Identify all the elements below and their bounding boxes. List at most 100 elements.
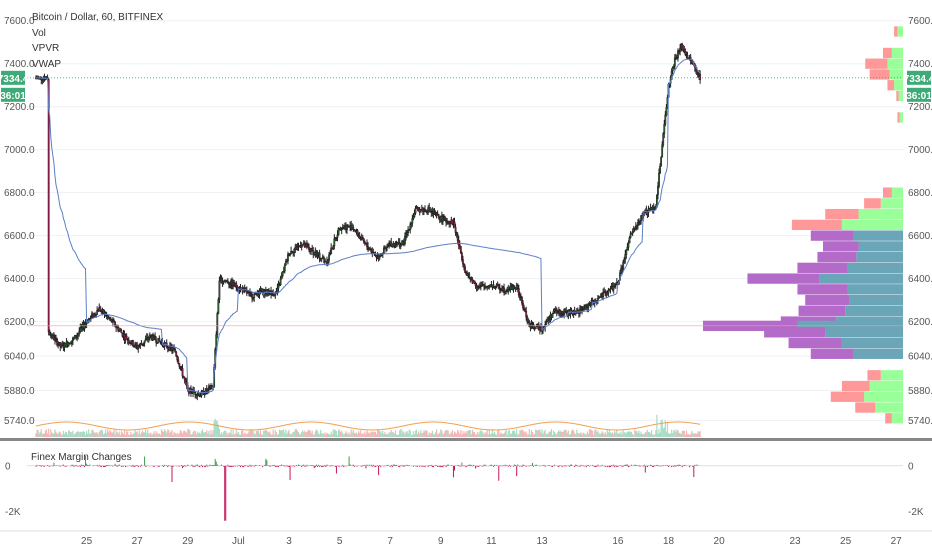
volume-bar [440,429,442,437]
price-tick-left: 5880.0 [4,386,35,397]
volume-bar [77,431,79,437]
price-tick-right: 6200.0 [908,317,932,328]
volume-bar [364,431,366,437]
up-candle [657,185,659,196]
volume-bar [312,434,314,437]
legend-vpvr[interactable]: VPVR [32,43,60,54]
volume-bar [469,429,471,437]
volume-bar [658,428,660,437]
axes: 7600.0 7600.0 7400.0 7400.0 7200.0 7200.0 7000… [0,16,932,547]
legend-vol[interactable]: Vol [32,27,46,39]
volume-bar [605,434,607,437]
volume-bar [622,430,624,437]
volume-bar [641,434,643,437]
volume-bar [438,433,440,437]
volume-bar [539,429,541,437]
volume-bar [44,430,47,437]
up-candle [279,278,282,286]
volume-bar [355,432,358,437]
volume-bar [407,433,409,437]
down-candle [492,284,495,288]
up-candle [253,293,256,298]
volume-bar [173,432,175,437]
volume-bar [246,434,248,437]
volume-bar [432,434,435,437]
down-candle [460,252,463,260]
volume-bar [287,431,289,437]
volume-bar [238,434,241,437]
volume-bar [439,432,441,437]
volume-bar [209,434,211,437]
down-candle [526,316,529,322]
volume-bar [497,430,499,437]
volume-bar [110,431,112,437]
volume-bar [143,432,146,437]
candles [35,42,702,401]
volume-bar [618,432,620,437]
volume-bar [520,430,522,437]
volume-bar [521,429,523,437]
volume-bar [546,434,548,437]
volume-bar [288,429,290,437]
volume-bar [437,434,439,437]
volume-bar [174,432,176,437]
volume-bar [635,431,637,437]
volume-bar [638,430,640,437]
volume-bar [93,432,95,437]
down-candle [311,248,314,251]
subpane-title[interactable]: Finex Margin Changes [31,452,132,463]
volume-bar [579,433,581,437]
volume-bar [305,432,307,437]
down-candle [456,234,459,241]
volume-bar [652,434,654,437]
down-candle [425,209,427,213]
volume-bar [90,433,92,437]
volume-bar [175,434,177,437]
symbol-title[interactable]: Bitcoin / Dollar, 60, BITFINEX [32,12,164,23]
volume-bar [639,433,641,437]
volume-bar [695,433,697,437]
volume-bar [96,432,98,437]
up-candle [346,225,348,230]
volume-bar [229,433,231,437]
volume-bar [155,431,157,437]
volume-bar [465,433,467,437]
up-candle [637,222,639,226]
volume-bar [670,433,672,437]
volume-bar [132,434,134,437]
volume-bar [182,431,185,437]
down-candle [532,324,535,329]
volume-bar [381,433,383,437]
volume-bar [423,430,425,437]
volume-bar [542,433,544,437]
volume-bar [686,434,689,437]
volume-bar [511,430,514,437]
volume-bar [535,429,537,437]
volume-bar [260,434,263,437]
volume-bar [311,430,313,437]
volume-profile-up-bar [880,198,903,209]
volume-bar [228,432,230,437]
time-tick: 16 [612,536,624,547]
legend-vwap[interactable]: VWAP [32,58,62,70]
volume-bar [559,431,561,437]
down-candle [699,73,702,81]
volume-bar [334,430,336,437]
volume-bar [140,432,143,437]
volume-bar [464,431,466,437]
volume-bar [249,430,251,437]
down-candle [323,258,326,262]
up-candle [143,340,146,344]
price-tick-left: 6400.0 [4,274,35,285]
volume-bar [675,432,677,437]
volume-bar [506,434,508,437]
volume-bar [495,434,497,437]
volume-bar [527,434,529,437]
volume-bar [290,434,292,437]
volume-bar [395,434,398,437]
time-tick: Jul [232,536,245,547]
volume-bar [281,430,283,437]
volume-profile-down-bar [817,251,857,263]
volume-bar [120,431,122,437]
